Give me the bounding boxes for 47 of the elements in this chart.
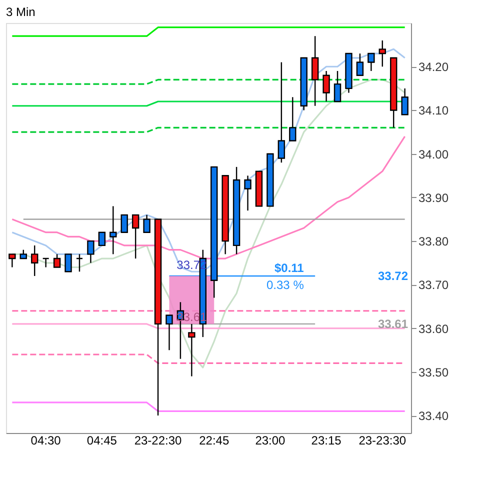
ref-line-label: 33.72 xyxy=(378,268,408,283)
candlestick xyxy=(31,244,38,277)
y-tick-label: 33.50 xyxy=(418,365,449,380)
candlestick xyxy=(378,40,386,68)
line-series xyxy=(11,48,406,272)
annotation: $0.11 xyxy=(274,260,304,275)
candlestick xyxy=(8,254,16,268)
candlestick xyxy=(368,52,375,72)
y-tick-label: 33.40 xyxy=(418,409,449,424)
candlestick xyxy=(166,314,173,351)
line-series xyxy=(11,136,406,260)
candlestick xyxy=(76,254,84,272)
annotation: 0.33 % xyxy=(266,278,304,292)
y-tick-label: 34.10 xyxy=(418,104,449,118)
candlestick xyxy=(188,323,196,377)
candlestick xyxy=(64,254,72,272)
x-tick-label: 23-22:30 xyxy=(134,434,182,448)
candlestick xyxy=(42,258,50,268)
chart-title: 3 Min xyxy=(6,5,36,19)
candlestick xyxy=(110,206,117,255)
candlestick xyxy=(132,214,140,260)
candlestick xyxy=(87,240,94,264)
candlestick xyxy=(334,70,342,102)
candlestick xyxy=(401,88,408,116)
x-tick-label: 23:00 xyxy=(255,434,286,448)
candlestick xyxy=(356,52,364,76)
candlestick xyxy=(120,214,128,233)
candlestick xyxy=(244,175,252,212)
x-tick-label: 04:30 xyxy=(30,434,62,448)
candlestick xyxy=(322,70,330,102)
x-tick-label: 23-23:30 xyxy=(358,434,406,448)
candlestick xyxy=(98,232,106,246)
y-tick-label: 33.70 xyxy=(418,278,449,292)
candlestick xyxy=(311,35,319,106)
x-tick-label: 22:45 xyxy=(199,434,230,448)
y-tick-label: 33.60 xyxy=(418,322,449,336)
candlestick xyxy=(289,96,296,142)
x-tick-label: 23:15 xyxy=(311,434,342,448)
y-tick-label: 34.20 xyxy=(418,60,449,74)
y-tick-label: 33.90 xyxy=(418,190,449,205)
x-tick-label: 04:45 xyxy=(86,434,118,448)
y-tick-label: 34.00 xyxy=(418,147,449,162)
candlestick xyxy=(53,254,61,268)
candlestick xyxy=(143,214,150,233)
candlestick xyxy=(278,62,286,164)
ref-line-label: 33.61 xyxy=(378,316,408,331)
y-tick-label: 33.80 xyxy=(418,234,449,249)
